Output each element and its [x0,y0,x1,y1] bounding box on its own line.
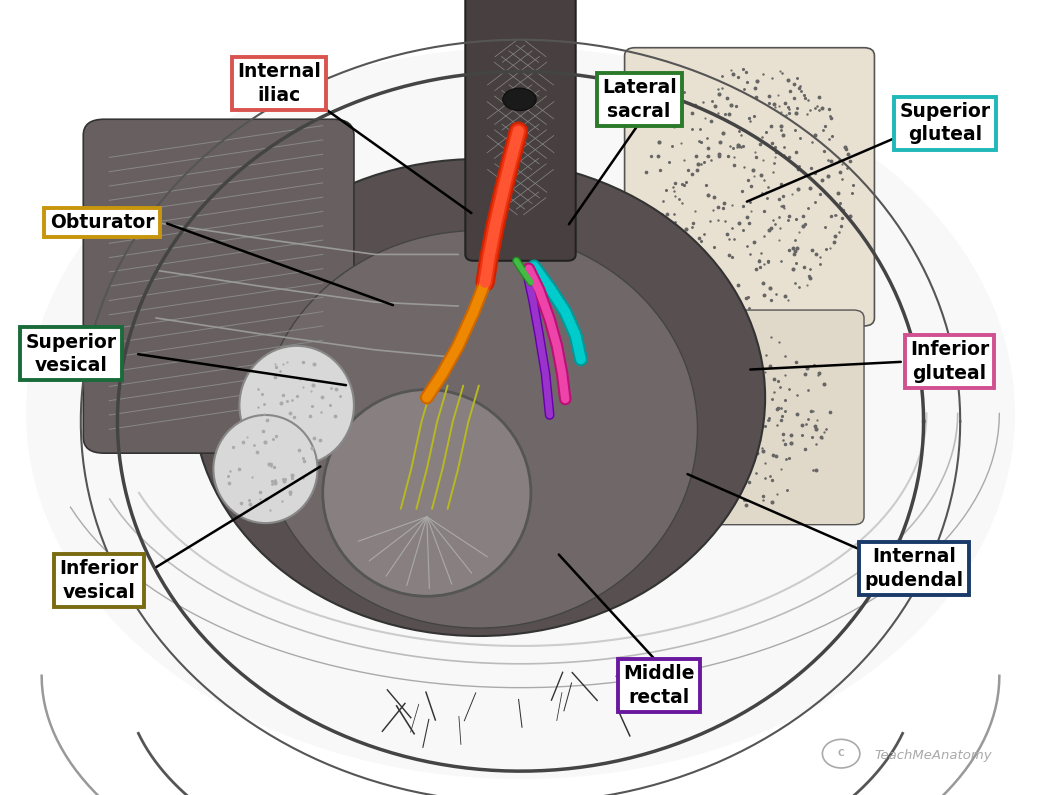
FancyBboxPatch shape [465,0,576,261]
Text: Middle
rectal: Middle rectal [624,664,694,707]
Ellipse shape [503,88,536,111]
Text: TeachMeAnatomy: TeachMeAnatomy [874,749,992,762]
FancyBboxPatch shape [635,310,864,525]
Text: Inferior
gluteal: Inferior gluteal [910,340,989,383]
Ellipse shape [26,48,1015,779]
Text: C: C [838,749,844,758]
Text: Superior
gluteal: Superior gluteal [899,102,991,145]
Text: Superior
vesical: Superior vesical [25,332,117,375]
Ellipse shape [213,415,318,523]
FancyBboxPatch shape [83,119,354,453]
FancyBboxPatch shape [625,48,874,326]
Text: Inferior
vesical: Inferior vesical [59,559,138,602]
Text: Lateral
sacral: Lateral sacral [602,78,677,121]
Ellipse shape [239,346,354,465]
Text: Internal
iliac: Internal iliac [237,62,321,105]
Ellipse shape [193,159,765,636]
Text: Obturator: Obturator [50,213,154,232]
Text: Internal
pudendal: Internal pudendal [864,547,964,590]
Ellipse shape [260,231,697,628]
Ellipse shape [323,390,531,596]
